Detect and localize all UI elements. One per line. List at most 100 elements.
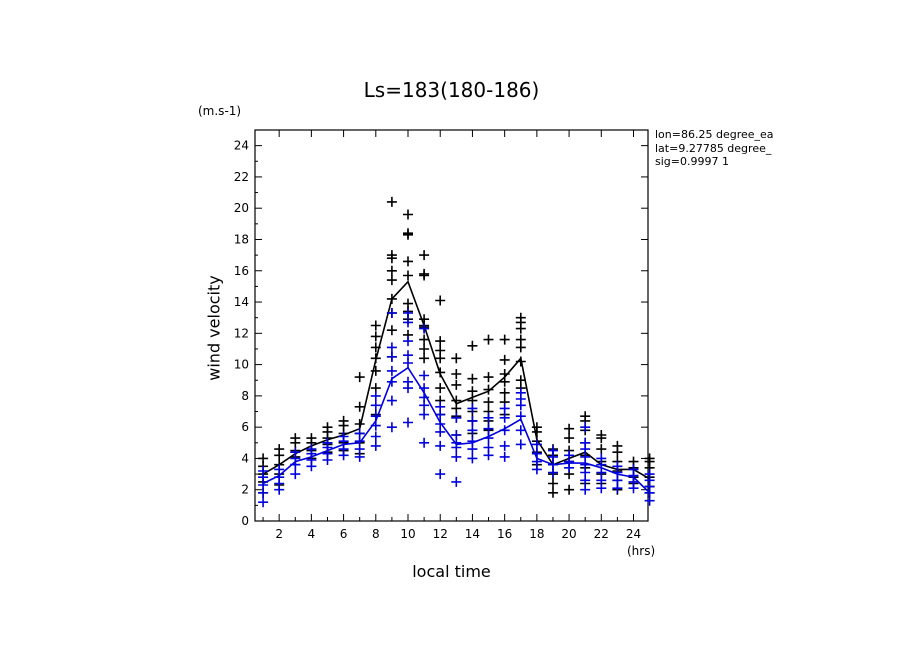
scatter-point-black [290, 433, 301, 444]
scatter-point-black [515, 334, 526, 345]
x-tick-label: 24 [626, 527, 641, 541]
scatter-point-blue [386, 395, 397, 406]
scatter-point-blue [435, 419, 446, 429]
scatter-point-blue [580, 484, 591, 495]
scatter-point-blue [515, 439, 526, 450]
scatter-point-black [306, 433, 317, 444]
scatter-point-blue [338, 431, 349, 442]
scatter-point-black [564, 484, 575, 495]
scatter-point-black [435, 345, 446, 356]
scatter-point-black [580, 411, 591, 422]
scatter-point-blue [386, 422, 397, 433]
scatter-point-blue [435, 469, 446, 480]
scatter-point-blue [499, 440, 510, 451]
scatter-point-black [403, 209, 413, 220]
scatter-point-blue [644, 469, 655, 480]
scatter-point-blue [419, 323, 430, 334]
y-tick-label: 8 [241, 389, 249, 403]
scatter-point-blue [290, 447, 301, 458]
scatter-point-blue [403, 350, 413, 361]
scatter-point-blue [612, 461, 623, 472]
scatter-point-black [370, 320, 381, 331]
scatter-point-blue [435, 401, 446, 412]
scatter-point-black [467, 373, 478, 384]
y-tick-label: 2 [241, 483, 249, 497]
scatter-point-black [435, 383, 446, 394]
scatter-point-blue [451, 412, 462, 423]
scatter-point-blue [403, 376, 413, 387]
scatter-point-blue [386, 342, 397, 353]
scatter-point-black [499, 369, 510, 379]
scatter-point-black [419, 344, 430, 354]
scatter-point-blue [370, 411, 381, 422]
y-tick-label: 6 [241, 420, 249, 434]
scatter-point-black [596, 430, 607, 440]
scatter-point-black [564, 433, 575, 444]
scatter-point-blue [451, 451, 462, 462]
scatter-point-blue [386, 351, 397, 362]
scatter-point-blue [370, 440, 381, 451]
x-tick-label: 6 [340, 527, 348, 541]
scatter-point-blue [370, 420, 381, 431]
y-units-label: (m.s-1) [198, 104, 242, 118]
scatter-point-black [338, 415, 349, 426]
scatter-point-blue [274, 464, 285, 475]
scatter-point-blue [515, 425, 526, 436]
scatter-point-black [451, 369, 462, 379]
x-tick-label: 10 [400, 527, 415, 541]
scatter-point-black [499, 387, 510, 398]
scatter-point-black [435, 336, 446, 347]
scatter-point-black [403, 270, 413, 281]
scatter-point-blue [515, 387, 526, 398]
scatter-point-black [403, 298, 413, 309]
x-tick-label: 12 [433, 527, 448, 541]
scatter-point-blue [386, 376, 397, 387]
scatter-point-blue [483, 412, 494, 423]
scatter-point-blue [419, 437, 430, 448]
x-tick-label: 14 [465, 527, 480, 541]
series-blue [258, 308, 655, 508]
info-sig: sig=0.9997 1 [655, 155, 729, 168]
scatter-point-blue [290, 469, 301, 480]
scatter-point-black [419, 334, 430, 345]
scatter-point-black [483, 384, 494, 395]
scatter-point-blue [258, 497, 269, 508]
scatter-point-blue [354, 428, 365, 439]
scatter-point-blue [467, 453, 478, 464]
scatter-point-blue [322, 437, 333, 448]
scatter-point-black [419, 268, 430, 279]
scatter-point-black [467, 386, 478, 397]
x-tick-label: 20 [561, 527, 576, 541]
scatter-point-black [403, 228, 413, 239]
scatter-point-blue [370, 431, 381, 442]
scatter-point-blue [467, 403, 478, 414]
scatter-point-blue [499, 403, 510, 414]
scatter-point-black [403, 256, 413, 267]
scatter-point-black [451, 379, 462, 390]
scatter-point-black [370, 365, 381, 376]
x-axis-label: local time [412, 562, 491, 581]
x-tick-label: 8 [372, 527, 380, 541]
scatter-point-blue [483, 433, 494, 444]
scatter-point-black [370, 342, 381, 353]
scatter-point-blue [370, 400, 381, 411]
scatter-point-blue [499, 425, 510, 436]
scatter-point-black [386, 250, 397, 261]
x-tick-label: 18 [529, 527, 544, 541]
scatter-point-black [451, 353, 462, 364]
scatter-point-blue [386, 308, 397, 318]
scatter-point-blue [531, 448, 542, 459]
scatter-point-black [564, 423, 575, 434]
scatter-point-black [386, 265, 397, 276]
scatter-point-blue [499, 451, 510, 462]
scatter-point-blue [596, 453, 607, 464]
plot-frame [254, 129, 649, 522]
y-tick-label: 18 [234, 232, 249, 246]
scatter-point-blue [483, 442, 494, 453]
scatter-point-black [354, 401, 365, 412]
scatter-point-blue [403, 417, 413, 428]
scatter-point-black [322, 422, 333, 433]
scatter-point-blue [403, 308, 413, 318]
